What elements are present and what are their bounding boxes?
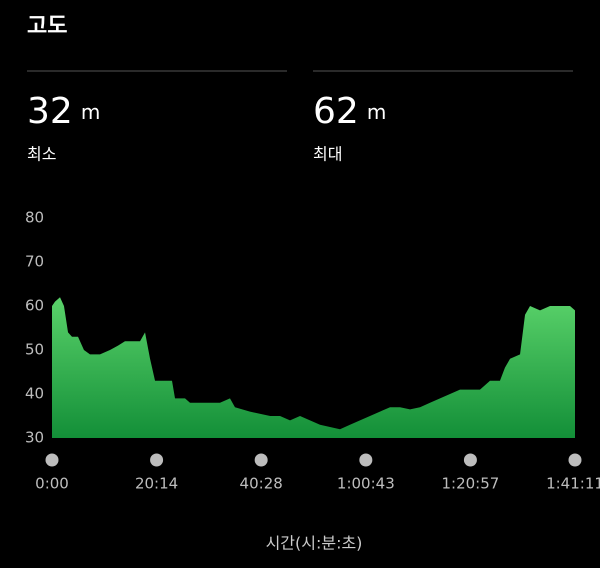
- stat-max: 62 m: [313, 91, 386, 132]
- y-tick-label: 70: [25, 253, 44, 271]
- y-tick-label: 40: [25, 385, 44, 403]
- x-tick-dot: [150, 453, 164, 467]
- x-axis-label: 시간(시:분:초): [266, 534, 363, 553]
- x-tick-dot: [463, 453, 477, 467]
- x-tick-label: 1:20:57: [442, 475, 500, 493]
- stat-value: 32: [27, 91, 73, 132]
- y-tick-label: 60: [25, 297, 44, 315]
- stat-unit: m: [367, 100, 386, 124]
- title: 고도: [27, 14, 67, 39]
- x-tick-label: 40:28: [240, 475, 283, 493]
- stat-unit: m: [81, 100, 100, 124]
- x-tick-label: 0:00: [35, 475, 69, 493]
- x-tick-dot: [254, 453, 268, 467]
- stat-label: 최소: [27, 145, 56, 164]
- x-tick-label: 1:00:43: [337, 475, 395, 493]
- x-tick-dot: [359, 453, 373, 467]
- stat-min: 32 m: [27, 91, 100, 132]
- x-tick-dot: [45, 453, 59, 467]
- y-tick-label: 80: [25, 209, 44, 227]
- y-tick-label: 30: [25, 429, 44, 447]
- stat-label: 최대: [313, 145, 342, 164]
- x-tick-label: 1:41:11: [546, 475, 600, 493]
- stat-value: 62: [313, 91, 359, 132]
- x-tick-dot: [568, 453, 582, 467]
- area: [52, 297, 575, 438]
- x-tick-label: 20:14: [135, 475, 178, 493]
- y-tick-label: 50: [25, 341, 44, 359]
